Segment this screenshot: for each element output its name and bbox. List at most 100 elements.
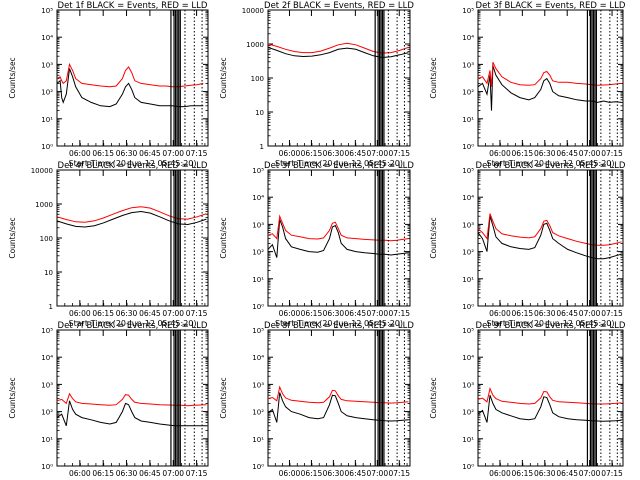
y-tick-label: 10³ <box>462 61 474 69</box>
panel-det-2f: 1 10 100 1000 10000 06:00 06:15 06:30 06:45 07:00… <box>219 1 414 168</box>
x-tick-label: 07:00 <box>579 309 601 318</box>
y-tick-label: 10² <box>252 249 264 257</box>
x-tick-label: 07:15 <box>388 149 410 158</box>
y-tick-label: 10⁰ <box>462 463 474 471</box>
x-tick-label: 07:15 <box>186 149 208 158</box>
y-axis-label: Counts/sec <box>8 217 17 258</box>
series-events-line <box>478 65 622 111</box>
x-tick-label: 07:00 <box>579 149 601 158</box>
y-tick-label: 10000 <box>31 167 53 175</box>
x-tick-label: 06:15 <box>92 469 114 478</box>
panel-title: Det 6f BLACK = Events, RED = LLD <box>476 161 626 171</box>
y-tick-label: 1 <box>260 143 264 151</box>
x-tick-label: 06:00 <box>279 309 301 318</box>
x-tick-label: 06:15 <box>301 149 323 158</box>
series-events-line <box>478 216 622 260</box>
panel-title: Det 3f BLACK = Events, RED = LLD <box>476 1 626 11</box>
y-tick-label: 10⁰ <box>252 463 264 471</box>
series-lld-line <box>57 62 204 88</box>
y-tick-label: 10⁵ <box>41 327 53 335</box>
y-tick-label: 10³ <box>462 381 474 389</box>
x-tick-label: 06:45 <box>139 149 161 158</box>
panel-title: Det 9f BLACK = Events, RED = LLD <box>476 321 626 331</box>
y-tick-label: 10⁴ <box>462 34 474 42</box>
x-tick-label: 06:15 <box>512 469 534 478</box>
x-tick-label: 06:00 <box>69 469 91 478</box>
x-tick-label: 07:00 <box>366 309 388 318</box>
x-tick-label: 07:00 <box>162 469 184 478</box>
x-tick-label: 06:30 <box>534 469 556 478</box>
x-tick-label: 07:15 <box>186 309 208 318</box>
x-tick-label: 06:15 <box>512 149 534 158</box>
y-tick-label: 10⁴ <box>462 194 474 202</box>
x-tick-label: 06:30 <box>534 149 556 158</box>
panel-title: Det 4f BLACK = Events, RED = LLD <box>58 161 208 171</box>
x-tick-label: 06:45 <box>556 309 578 318</box>
x-tick-label: 06:15 <box>301 469 323 478</box>
x-tick-label: 07:15 <box>388 469 410 478</box>
y-axis-label: Counts/sec <box>429 377 438 418</box>
x-tick-label: 06:00 <box>69 149 91 158</box>
y-tick-label: 10⁴ <box>462 354 474 362</box>
series-lld-line <box>268 214 409 242</box>
x-tick-label: 06:30 <box>116 149 138 158</box>
x-tick-label: 07:00 <box>162 309 184 318</box>
y-tick-label: 10⁴ <box>252 194 264 202</box>
y-tick-label: 10³ <box>462 221 474 229</box>
x-tick-label: 06:45 <box>139 309 161 318</box>
y-tick-label: 10⁴ <box>41 354 53 362</box>
y-tick-label: 10⁴ <box>41 34 53 42</box>
y-tick-label: 10³ <box>41 61 53 69</box>
series-events-line <box>57 210 207 228</box>
series-lld-line <box>57 392 207 407</box>
y-tick-label: 10⁴ <box>252 354 264 362</box>
y-tick-label: 10² <box>462 249 474 257</box>
y-tick-label: 10¹ <box>462 276 474 284</box>
y-tick-label: 10¹ <box>41 116 53 124</box>
y-tick-label: 10⁰ <box>41 143 53 151</box>
series-lld-line <box>268 385 409 404</box>
y-tick-label: 100 <box>40 235 53 243</box>
x-tick-label: 06:45 <box>139 469 161 478</box>
y-tick-label: 10³ <box>252 221 264 229</box>
panel-title: Det 2f BLACK = Events, RED = LLD <box>264 1 414 11</box>
y-axis-label: Counts/sec <box>8 57 17 98</box>
x-tick-label: 07:00 <box>366 149 388 158</box>
x-tick-label: 06:15 <box>92 149 114 158</box>
plot-frame <box>477 169 624 307</box>
x-tick-label: 06:00 <box>279 149 301 158</box>
y-tick-label: 10¹ <box>41 436 53 444</box>
x-axis-label: Start Time (20-Jun-12 05:45:20) <box>487 159 615 168</box>
y-axis-label: Counts/sec <box>219 377 228 418</box>
y-tick-label: 10 <box>44 269 53 277</box>
y-tick-label: 10⁰ <box>252 303 264 311</box>
panel-title: Det 7f BLACK = Events, RED = LLD <box>58 321 208 331</box>
y-tick-label: 10⁰ <box>462 143 474 151</box>
series-events-line <box>57 68 204 108</box>
y-tick-label: 1000 <box>246 41 264 49</box>
y-axis-label: Counts/sec <box>219 57 228 98</box>
y-tick-label: 10⁵ <box>462 7 474 15</box>
series-lld-line <box>478 387 622 405</box>
series-events-line <box>57 400 207 427</box>
plot-frame <box>477 9 624 147</box>
panel-title: Det 5f BLACK = Events, RED = LLD <box>264 161 414 171</box>
plot-frame <box>267 169 411 307</box>
x-tick-label: 07:15 <box>388 309 410 318</box>
panel-title: Det 1f BLACK = Events, RED = LLD <box>58 1 208 11</box>
plot-frame <box>56 329 209 467</box>
x-tick-label: 07:15 <box>601 309 623 318</box>
y-tick-label: 10² <box>41 89 53 97</box>
x-tick-label: 06:00 <box>489 149 511 158</box>
x-tick-label: 06:45 <box>345 149 367 158</box>
x-tick-label: 06:00 <box>489 469 511 478</box>
y-tick-label: 10² <box>252 409 264 417</box>
x-axis-label: Start Time (20-Jun-12 05:45:20) <box>275 319 403 328</box>
x-tick-label: 06:45 <box>556 149 578 158</box>
x-tick-label: 06:45 <box>345 469 367 478</box>
plot-frame <box>267 329 411 467</box>
y-axis-label: Counts/sec <box>219 217 228 258</box>
y-tick-label: 10⁵ <box>41 7 53 15</box>
